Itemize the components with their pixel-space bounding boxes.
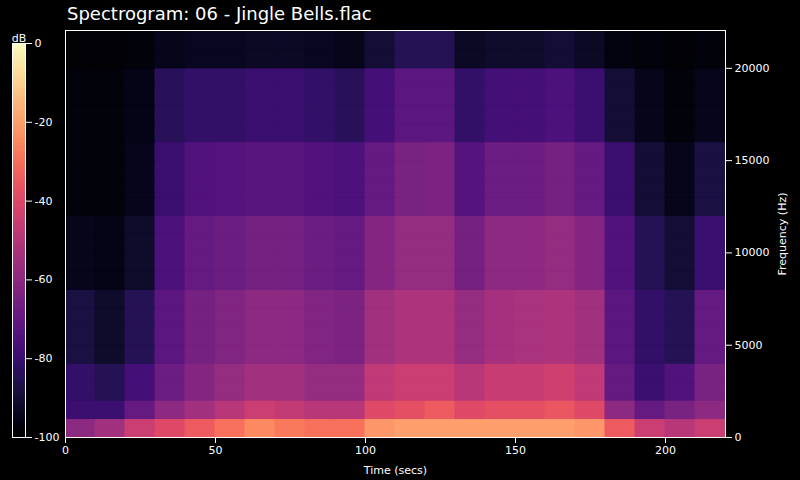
html-text:Spectrogram: 06 - Jingle Bells: Spectrogram: 06 - Jingle Bells.flac — [67, 3, 372, 24]
svg-text:0: 0 — [735, 431, 742, 444]
svg-text:10000: 10000 — [735, 246, 770, 259]
svg-text:Frequency (Hz): Frequency (Hz) — [776, 193, 789, 276]
svg-text:100: 100 — [355, 444, 376, 457]
svg-text:0: 0 — [62, 444, 69, 457]
svg-text:-80: -80 — [35, 352, 53, 365]
svg-text:150: 150 — [505, 444, 526, 457]
svg-text:50: 50 — [209, 444, 223, 457]
svg-text:-40: -40 — [35, 195, 53, 208]
svg-text:0: 0 — [35, 37, 42, 50]
svg-text:-100: -100 — [35, 431, 60, 444]
svg-text:dB: dB — [12, 32, 27, 45]
svg-text:-60: -60 — [35, 273, 53, 286]
svg-text:200: 200 — [655, 444, 676, 457]
svg-text:Time (secs): Time (secs) — [363, 464, 427, 477]
svg-text:-20: -20 — [35, 116, 53, 129]
svg-text:20000: 20000 — [735, 62, 770, 75]
svg-text:5000: 5000 — [735, 339, 763, 352]
svg-text:15000: 15000 — [735, 154, 770, 167]
